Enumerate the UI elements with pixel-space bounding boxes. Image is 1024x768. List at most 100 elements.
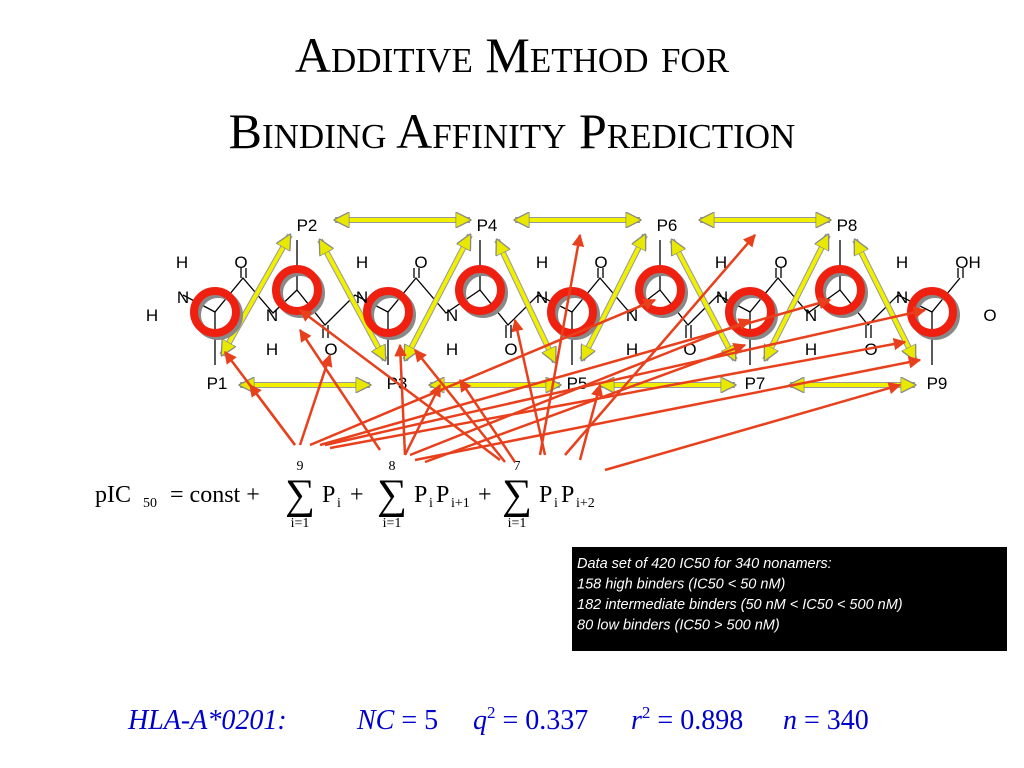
position-ring <box>635 265 685 315</box>
position-label: P9 <box>927 374 948 393</box>
red-arrow <box>414 349 506 463</box>
red-arrow <box>414 356 922 462</box>
term-sub: i+1 <box>451 496 470 511</box>
yellow-arrow <box>495 240 557 362</box>
atom-label: N <box>356 288 368 307</box>
term-sub: i <box>429 496 433 511</box>
red-arrow <box>578 383 604 461</box>
red-arrow <box>403 383 442 456</box>
atom-label: N <box>805 306 817 325</box>
yellow-arrow <box>763 235 830 360</box>
red-arrow <box>424 342 747 464</box>
term-p: P <box>322 482 335 508</box>
note-line: 158 high binders (IC50 < 50 nM) <box>577 577 785 593</box>
atom-label: O <box>234 253 247 272</box>
atom-label: H <box>896 253 908 272</box>
atom-label: N <box>716 288 728 307</box>
formula-text: = const + <box>170 482 260 508</box>
position-ring <box>455 265 505 315</box>
position-ring <box>547 287 597 337</box>
red-arrow <box>511 318 547 456</box>
atom-label: H <box>536 253 548 272</box>
red-arrow <box>319 297 832 447</box>
yellow-arrow <box>318 240 387 360</box>
red-arrow <box>604 382 902 472</box>
atom-label: OH <box>955 253 981 272</box>
note-line: 80 low binders (IC50 > 500 nM) <box>577 618 780 634</box>
stat-value: = 0.898 <box>650 705 743 736</box>
atom-label: N <box>536 288 548 307</box>
stat-sup: 2 <box>487 703 496 722</box>
note-line: Data set of 420 IC50 for 340 nonamers: <box>577 556 832 572</box>
stat-sup: 2 <box>642 703 651 722</box>
red-arrow <box>309 298 657 447</box>
title-line: Additive Method for <box>295 27 730 83</box>
position-ring <box>190 287 240 337</box>
position-label: P2 <box>297 216 318 235</box>
red-arrow <box>564 234 756 456</box>
position-ring <box>725 287 775 337</box>
term-p: P <box>436 482 449 508</box>
term-p: P <box>414 482 427 508</box>
sum-upper: 7 <box>514 459 521 474</box>
atom-label: H <box>446 340 458 359</box>
term-p: P <box>539 482 552 508</box>
note-line: 182 intermediate binders (50 nM < IC50 <… <box>577 597 903 613</box>
sum-lower: i=1 <box>508 516 527 531</box>
stat-symbol: n <box>783 705 797 736</box>
atom-label: H <box>805 340 817 359</box>
atom-label: H <box>146 306 158 325</box>
red-arrow <box>224 351 296 446</box>
sum-sign: ∑ <box>377 472 407 518</box>
position-label: P6 <box>657 216 678 235</box>
plus: + <box>350 482 364 508</box>
atom-label: H <box>715 253 727 272</box>
note-box <box>572 547 1007 651</box>
stats-line: HLA-A*0201: NC = 5 q2 = 0.337 r2 = 0.898 n =… <box>127 703 869 736</box>
atom-label: O <box>983 306 996 325</box>
yellow-arrow <box>220 235 292 355</box>
term-sub: i+2 <box>576 496 595 511</box>
red-arrow <box>298 328 382 451</box>
red-arrow <box>299 309 501 461</box>
position-ring <box>363 287 413 337</box>
stat-symbol: r <box>631 705 642 736</box>
red-arrow <box>394 343 407 456</box>
yellow-arrow <box>580 235 647 360</box>
yellow-arrow <box>670 240 737 360</box>
formula-sub: 50 <box>143 496 157 511</box>
atom-label: N <box>446 306 458 325</box>
term-sub: i <box>337 496 341 511</box>
atom-label: N <box>177 288 189 307</box>
stat-symbol: NC <box>356 705 395 736</box>
atom-label: N <box>266 306 278 325</box>
atom-label: O <box>324 340 337 359</box>
position-label: P4 <box>477 216 498 235</box>
red-arrow <box>324 306 927 447</box>
title-line: Binding Affinity Prediction <box>229 103 796 159</box>
sum-lower: i=1 <box>383 516 402 531</box>
atom-label: H <box>356 253 368 272</box>
sum-sign: ∑ <box>502 472 532 518</box>
sum-upper: 8 <box>389 459 396 474</box>
position-label: P7 <box>745 374 766 393</box>
sum-sign: ∑ <box>285 472 315 518</box>
atom-label: O <box>414 253 427 272</box>
position-ring <box>272 265 322 315</box>
atom-label: H <box>176 253 188 272</box>
stat-value: = 0.337 <box>496 705 589 736</box>
term-sub: i <box>554 496 558 511</box>
atom-label: N <box>896 288 908 307</box>
allele: HLA-A*0201: <box>127 705 287 736</box>
stat-value: = 5 <box>394 705 438 736</box>
position-ring <box>815 265 865 315</box>
sum-upper: 9 <box>297 459 304 474</box>
red-arrow <box>298 353 333 446</box>
atom-label: O <box>774 253 787 272</box>
term-p: P <box>561 482 574 508</box>
atom-label: O <box>504 340 517 359</box>
atom-label: O <box>594 253 607 272</box>
stat-value: = 340 <box>797 705 869 736</box>
stat-symbol: q <box>473 705 487 736</box>
